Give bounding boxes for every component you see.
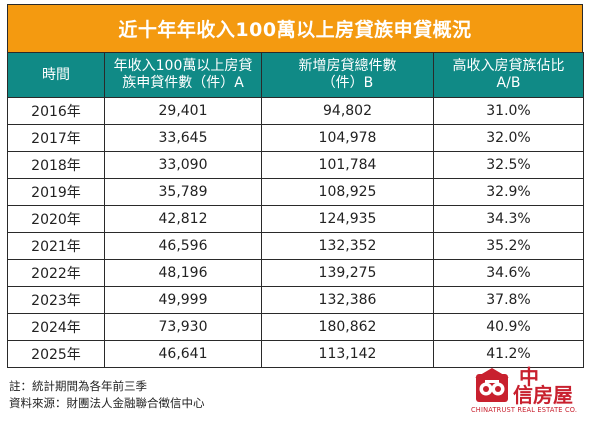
table-row: 2021年 46,596 132,352 35.2%	[7, 232, 584, 260]
cell-ratio: 40.9%	[433, 313, 584, 341]
cell-b: 113,142	[261, 340, 434, 368]
cell-ratio: 37.8%	[433, 286, 584, 314]
cell-b: 124,935	[261, 205, 434, 233]
cell-a: 73,930	[104, 313, 262, 341]
statistics-period-note: 註：統計期間為各年前三季	[9, 379, 147, 393]
cell-b: 104,978	[261, 124, 434, 152]
cell-ratio: 34.3%	[433, 205, 584, 233]
cell-year: 2019年	[7, 178, 105, 206]
cell-b: 139,275	[261, 259, 434, 287]
cell-year: 2018年	[7, 151, 105, 179]
cell-year: 2024年	[7, 313, 105, 341]
cell-a: 29,401	[104, 97, 262, 125]
cell-b: 132,352	[261, 232, 434, 260]
loan-table-card: 近十年年收入100萬以上房貸族申貸概況 時間 年收入100萬以上房貸 族申貸件數…	[7, 4, 584, 368]
header-b-line1: 新增房貸總件數	[298, 58, 397, 74]
cell-a: 49,999	[104, 286, 262, 314]
table-row: 2019年 35,789 108,925 32.9%	[7, 178, 584, 206]
cell-a: 46,641	[104, 340, 262, 368]
cell-year: 2021年	[7, 232, 105, 260]
logo-english-text: CHINATRUST REAL ESTATE CO.	[471, 406, 578, 414]
header-period: 時間	[7, 52, 105, 98]
header-ratio: 高收入房貸族佔比 A/B	[433, 52, 584, 98]
cell-a: 46,596	[104, 232, 262, 260]
cell-b: 132,386	[261, 286, 434, 314]
cell-year: 2016年	[7, 97, 105, 125]
logo-zh-line2: 信房屋	[513, 383, 573, 407]
table-row: 2017年 33,645 104,978 32.0%	[7, 124, 584, 152]
cell-ratio: 32.0%	[433, 124, 584, 152]
table-header-row: 時間 年收入100萬以上房貸 族申貸件數（件）A 新增房貸總件數 （件）B 高收…	[7, 52, 584, 98]
header-ratio-line2: A/B	[496, 75, 521, 91]
cell-year: 2023年	[7, 286, 105, 314]
header-high-income-applications: 年收入100萬以上房貸 族申貸件數（件）A	[104, 52, 262, 98]
cell-a: 42,812	[104, 205, 262, 233]
table-row: 2024年 73,930 180,862 40.9%	[7, 313, 584, 341]
header-a-line2: 族申貸件數（件）A	[122, 75, 244, 91]
cell-b: 108,925	[261, 178, 434, 206]
cell-year: 2020年	[7, 205, 105, 233]
chinatrust-logo: 中 信房屋 CHINATRUST REAL ESTATE CO.	[471, 365, 583, 418]
table-row: 2020年 42,812 124,935 34.3%	[7, 205, 584, 233]
loan-table: 時間 年收入100萬以上房貸 族申貸件數（件）A 新增房貸總件數 （件）B 高收…	[7, 52, 584, 368]
header-b-line2: （件）B	[321, 75, 374, 91]
footnotes: 註：統計期間為各年前三季 資料來源：財團法人金融聯合徵信中心	[9, 378, 205, 412]
cell-b: 180,862	[261, 313, 434, 341]
table-title: 近十年年收入100萬以上房貸族申貸概況	[7, 4, 583, 52]
cell-a: 33,090	[104, 151, 262, 179]
header-a-line1: 年收入100萬以上房貸	[113, 58, 253, 74]
cell-ratio: 32.5%	[433, 151, 584, 179]
cell-b: 94,802	[261, 97, 434, 125]
table-row: 2018年 33,090 101,784 32.5%	[7, 151, 584, 179]
header-period-label: 時間	[42, 66, 70, 83]
header-ratio-line1: 高收入房貸族佔比	[452, 58, 565, 74]
cell-ratio: 32.9%	[433, 178, 584, 206]
cell-ratio: 41.2%	[433, 340, 584, 368]
logo-chinese-text: 中 信房屋	[513, 365, 573, 407]
cell-a: 33,645	[104, 124, 262, 152]
table-row: 2016年 29,401 94,802 31.0%	[7, 97, 584, 125]
cell-b: 101,784	[261, 151, 434, 179]
table-row: 2022年 48,196 139,275 34.6%	[7, 259, 584, 287]
cell-a: 48,196	[104, 259, 262, 287]
cell-ratio: 31.0%	[433, 97, 584, 125]
cell-ratio: 35.2%	[433, 232, 584, 260]
cell-year: 2022年	[7, 259, 105, 287]
table-row: 2023年 49,999 132,386 37.8%	[7, 286, 584, 314]
logo-zh-line1: 中	[519, 365, 539, 389]
table-row: 2025年 46,641 113,142 41.2%	[7, 340, 584, 368]
header-total-new-loans: 新增房貸總件數 （件）B	[261, 52, 434, 98]
cell-a: 35,789	[104, 178, 262, 206]
chinatrust-logo-icon	[475, 368, 509, 404]
cell-year: 2025年	[7, 340, 105, 368]
cell-ratio: 34.6%	[433, 259, 584, 287]
cell-year: 2017年	[7, 124, 105, 152]
data-source-note: 資料來源：財團法人金融聯合徵信中心	[9, 396, 205, 410]
